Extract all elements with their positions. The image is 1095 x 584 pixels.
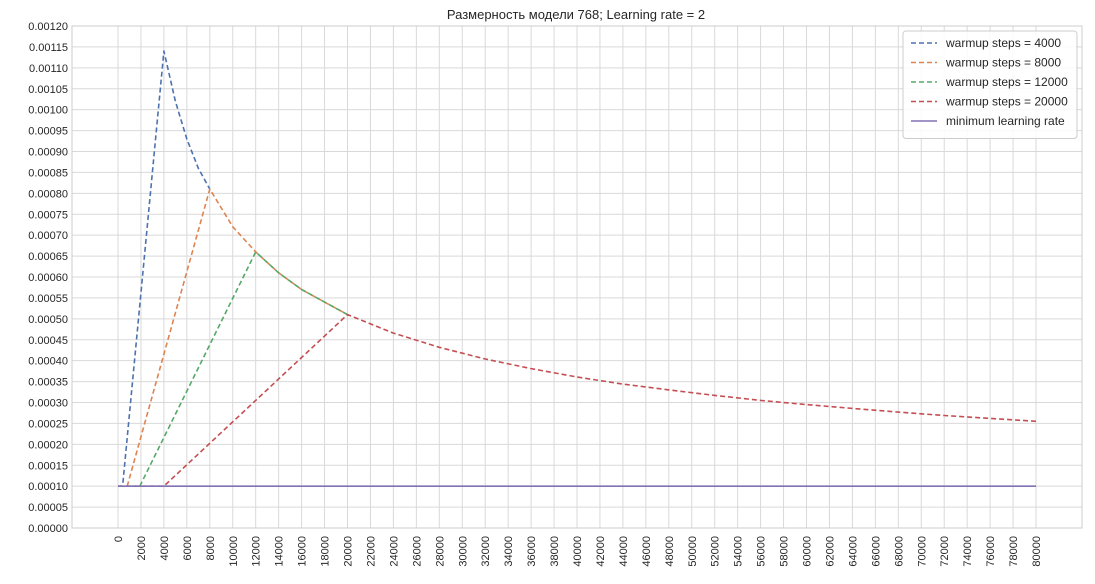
legend-label: warmup steps = 4000 bbox=[945, 36, 1061, 50]
y-tick-label: 0.00060 bbox=[28, 272, 68, 284]
y-tick-label: 0.00095 bbox=[28, 126, 68, 138]
y-tick-label: 0.00030 bbox=[28, 398, 68, 410]
x-tick-label: 16000 bbox=[297, 536, 309, 567]
x-tick-label: 6000 bbox=[182, 536, 194, 560]
series-line-3 bbox=[118, 313, 1037, 488]
plot-frame bbox=[71, 25, 1083, 529]
x-tick-label: 78000 bbox=[1008, 536, 1020, 567]
x-tick-label: 74000 bbox=[962, 536, 974, 567]
y-tick-label: 0.00100 bbox=[28, 105, 68, 117]
y-tick-label: 0.00120 bbox=[28, 21, 68, 33]
legend-label: minimum learning rate bbox=[946, 114, 1065, 128]
x-tick-label: 24000 bbox=[388, 536, 400, 567]
y-axis-ticks: 0.00000 0.00005 0.00010 0.00015 0.00020 0.000… bbox=[28, 21, 68, 535]
x-tick-label: 56000 bbox=[756, 536, 768, 567]
y-tick-label: 0.00035 bbox=[28, 377, 68, 389]
y-tick-label: 0.00045 bbox=[28, 335, 68, 347]
x-tick-label: 62000 bbox=[824, 536, 836, 567]
x-tick-label: 60000 bbox=[802, 536, 814, 567]
y-tick-label: 0.00110 bbox=[29, 63, 68, 75]
y-tick-label: 0.00085 bbox=[28, 167, 68, 179]
y-tick-label: 0.00005 bbox=[28, 502, 68, 514]
x-tick-label: 12000 bbox=[251, 536, 263, 567]
chart-title: Размерность модели 768; Learning rate = … bbox=[447, 7, 705, 22]
x-tick-label: 80000 bbox=[1031, 536, 1043, 567]
x-tick-label: 14000 bbox=[274, 536, 286, 567]
x-tick-label: 32000 bbox=[480, 536, 492, 567]
x-tick-label: 66000 bbox=[870, 536, 882, 567]
x-tick-label: 50000 bbox=[687, 536, 699, 567]
x-tick-label: 22000 bbox=[365, 536, 377, 567]
y-tick-label: 0.00070 bbox=[28, 230, 68, 242]
x-tick-label: 64000 bbox=[847, 536, 859, 567]
x-tick-label: 68000 bbox=[893, 536, 905, 567]
x-tick-label: 46000 bbox=[641, 536, 653, 567]
x-tick-label: 40000 bbox=[572, 536, 584, 567]
y-tick-label: 0.00020 bbox=[28, 439, 68, 451]
y-tick-label: 0.00025 bbox=[28, 418, 68, 430]
legend-label: warmup steps = 12000 bbox=[945, 75, 1068, 89]
legend-label: warmup steps = 20000 bbox=[945, 95, 1068, 109]
x-tick-label: 72000 bbox=[939, 536, 951, 567]
x-tick-label: 54000 bbox=[733, 536, 745, 567]
x-tick-label: 70000 bbox=[916, 536, 928, 567]
legend-box bbox=[902, 30, 1078, 139]
x-tick-label: 20000 bbox=[343, 536, 355, 567]
x-tick-label: 58000 bbox=[779, 536, 791, 567]
x-tick-label: 28000 bbox=[434, 536, 446, 567]
series-lines bbox=[118, 50, 1037, 488]
x-tick-label: 52000 bbox=[710, 536, 722, 567]
legend-label: warmup steps = 8000 bbox=[945, 56, 1061, 70]
x-tick-label: 30000 bbox=[457, 536, 469, 567]
x-tick-label: 0 bbox=[113, 536, 125, 542]
y-tick-label: 0.00015 bbox=[28, 460, 68, 472]
y-tick-label: 0.00115 bbox=[29, 42, 68, 54]
x-tick-label: 42000 bbox=[595, 536, 607, 567]
y-tick-label: 0.00000 bbox=[28, 523, 68, 535]
x-axis-ticks: 0 2000 4000 6000 8000 10000 12000 14000 16000 180… bbox=[113, 536, 1043, 567]
x-tick-label: 34000 bbox=[503, 536, 515, 567]
y-tick-label: 0.00090 bbox=[28, 147, 68, 159]
y-tick-label: 0.00055 bbox=[28, 293, 68, 305]
x-tick-label: 4000 bbox=[159, 536, 171, 560]
y-tick-label: 0.00040 bbox=[28, 356, 68, 368]
x-tick-label: 38000 bbox=[549, 536, 561, 567]
x-tick-label: 26000 bbox=[411, 536, 423, 567]
y-tick-label: 0.00075 bbox=[28, 209, 68, 221]
x-tick-label: 36000 bbox=[526, 536, 538, 567]
x-tick-label: 76000 bbox=[985, 536, 997, 567]
x-tick-label: 8000 bbox=[205, 536, 217, 560]
y-tick-label: 0.00010 bbox=[28, 481, 68, 493]
y-tick-label: 0.00065 bbox=[28, 251, 68, 263]
y-tick-label: 0.00050 bbox=[28, 314, 68, 326]
x-tick-label: 18000 bbox=[320, 536, 332, 567]
x-tick-label: 10000 bbox=[228, 536, 240, 567]
y-tick-label: 0.00105 bbox=[28, 84, 68, 96]
x-tick-label: 44000 bbox=[618, 536, 630, 567]
x-tick-label: 48000 bbox=[664, 536, 676, 567]
x-tick-label: 2000 bbox=[136, 536, 148, 560]
y-tick-label: 0.00080 bbox=[28, 188, 68, 200]
legend: warmup steps = 4000 warmup steps = 8000 wa… bbox=[902, 30, 1078, 139]
